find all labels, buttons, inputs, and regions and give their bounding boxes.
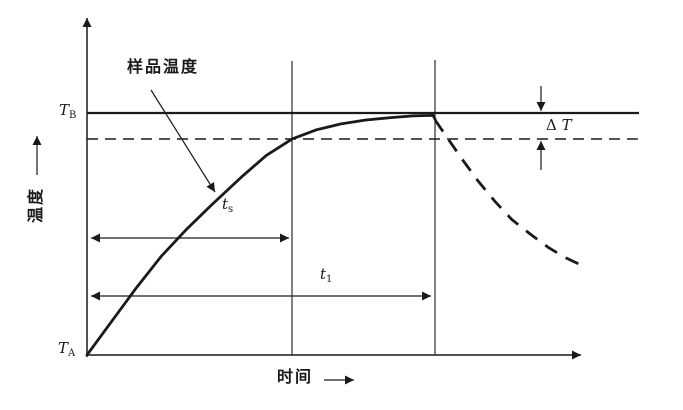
tb-symbol: T [59,101,70,119]
ts-label: ts [222,197,233,215]
ta-symbol: T [58,339,69,357]
ta-label: TA [58,341,75,359]
sample-temperature-label: 样品温度 [127,59,200,76]
y-axis-title: 温度 [28,187,45,224]
delta-t-label: Δ T [546,118,572,133]
t1-label: t1 [320,267,332,285]
delta-t-variable: T [561,116,572,134]
ts-symbol: t [222,195,229,213]
delta-symbol: Δ [546,116,557,134]
cooling-dashed-curve [433,119,584,268]
sample-temperature-curve [85,114,437,357]
tb-label: TB [59,103,76,121]
x-axis-title: 时间 [277,369,314,386]
ts-subscript: s [228,204,234,215]
ta-subscript: A [68,348,76,359]
t1-symbol: t [320,265,327,283]
t1-subscript: 1 [326,274,333,285]
sample-temperature-leader-arrow [150,89,216,193]
tb-subscript: B [69,110,77,121]
